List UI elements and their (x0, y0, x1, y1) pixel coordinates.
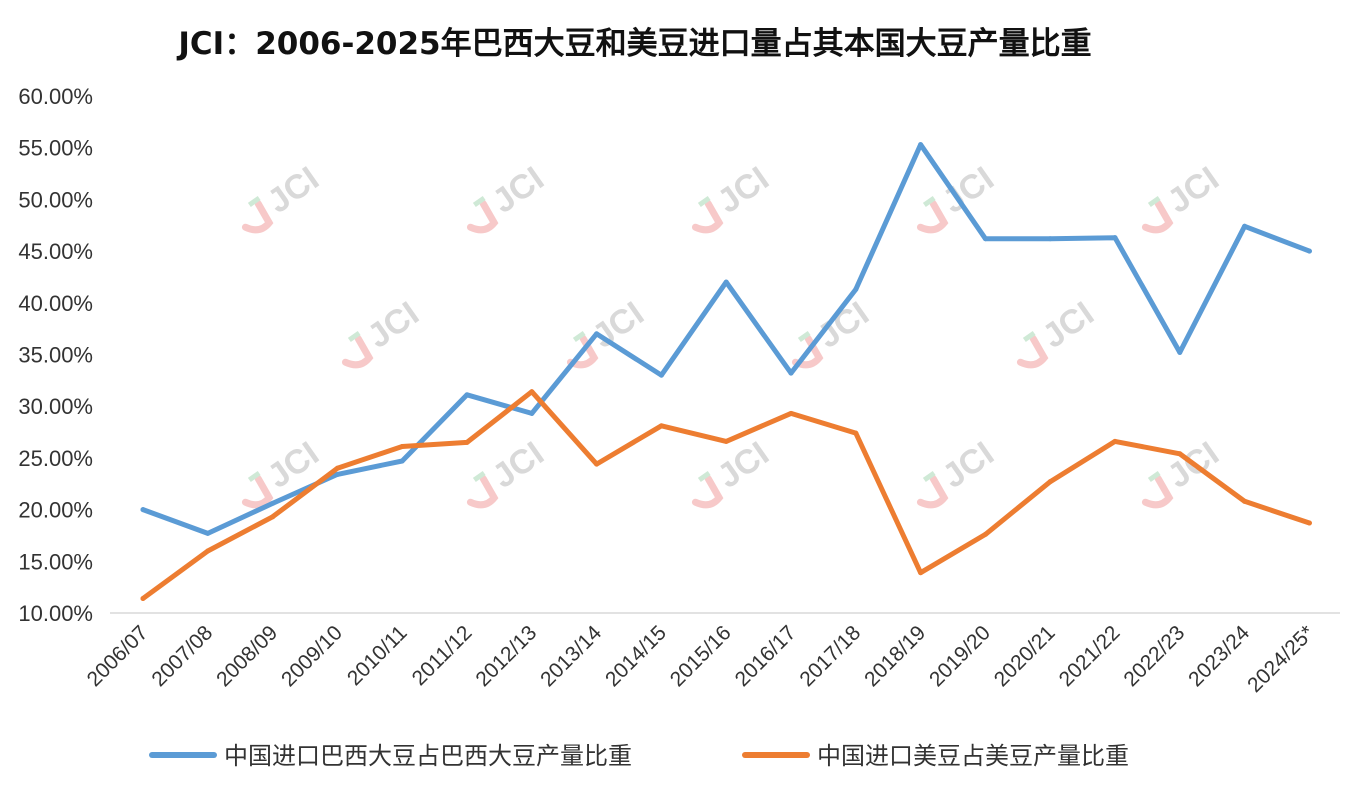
y-tick-label: 35.00% (18, 343, 93, 368)
y-tick-label: 40.00% (18, 291, 93, 316)
series-2-point (1177, 451, 1183, 457)
series-1-point (1112, 235, 1118, 241)
watermark-logo: JCI (241, 434, 326, 509)
x-tick-label: 2024/25* (1243, 621, 1319, 697)
series-2-point (205, 548, 211, 554)
watermark-text: JCI (1161, 159, 1226, 220)
y-tick-label: 20.00% (18, 498, 93, 523)
y-tick-label: 25.00% (18, 446, 93, 471)
series-2-point (464, 439, 470, 445)
watermark-logo: JCI (341, 294, 426, 369)
legend-label-1: 中国进口巴西大豆占巴西大豆产量比重 (224, 742, 632, 770)
x-tick-label: 2017/18 (795, 621, 865, 691)
x-tick-label: 2010/11 (343, 621, 412, 690)
y-tick-label: 30.00% (18, 394, 93, 419)
series-1-point (918, 142, 924, 148)
series-2-point (1306, 520, 1312, 526)
series-1-point (788, 370, 794, 376)
series-2-point (334, 465, 340, 471)
series-2-point (1112, 438, 1118, 444)
series-2-point (918, 570, 924, 576)
y-tick-label: 50.00% (18, 187, 93, 212)
series-1-point (1242, 223, 1248, 229)
series-1-point (594, 331, 600, 337)
series-2-point (723, 438, 729, 444)
series-2-point (594, 461, 600, 467)
x-axis: 2006/072007/082008/092009/102010/112011/… (83, 621, 1319, 697)
series-lines (140, 142, 1312, 602)
series-1-point (205, 530, 211, 536)
series-1-point (334, 471, 340, 477)
series-2-point (982, 531, 988, 537)
x-tick-label: 2022/23 (1119, 621, 1189, 691)
x-tick-label: 2012/13 (471, 621, 541, 691)
series-1-point (1306, 248, 1312, 254)
x-tick-label: 2018/19 (860, 621, 930, 691)
series-1-point (982, 236, 988, 242)
x-tick-label: 2021/22 (1055, 621, 1125, 691)
watermark-text: JCI (1036, 294, 1101, 355)
watermark-logo: JCI (1016, 294, 1101, 369)
series-1-point (529, 410, 535, 416)
watermark-text: JCI (261, 159, 326, 220)
watermark-logo: JCI (916, 159, 1001, 234)
watermark-logo: JCI (241, 159, 326, 234)
watermark-logo: JCI (691, 159, 776, 234)
x-tick-label: 2014/15 (601, 621, 671, 691)
x-tick-label: 2013/14 (536, 621, 606, 691)
y-tick-label: 55.00% (18, 136, 93, 161)
x-tick-label: 2015/16 (666, 621, 736, 691)
watermark-logo: JCI (1141, 159, 1226, 234)
y-tick-label: 10.00% (18, 601, 93, 626)
series-line-2 (140, 389, 1312, 601)
series-1-point (140, 507, 146, 513)
series-1-point (1177, 349, 1183, 355)
chart-title: JCI：2006-2025年巴西大豆和美豆进口量占其本国大豆产量比重 (178, 26, 1092, 62)
series-1-point (723, 279, 729, 285)
x-tick-label: 2011/12 (408, 621, 477, 690)
series-1-point (270, 500, 276, 506)
legend: 中国进口巴西大豆占巴西大豆产量比重 中国进口美豆占美豆产量比重 (149, 742, 1129, 770)
x-tick-label: 2016/17 (731, 621, 801, 691)
series-2-point (140, 596, 146, 602)
series-1-point (658, 372, 664, 378)
watermark-text: JCI (711, 434, 776, 495)
series-2-point (788, 410, 794, 416)
series-2-point (529, 389, 535, 395)
series-2-point (853, 430, 859, 436)
series-2-point (1242, 498, 1248, 504)
watermark-text: JCI (361, 294, 426, 355)
watermark-logo: JCI (466, 434, 551, 509)
watermark-logo: JCI (916, 434, 1001, 509)
series-2-point (270, 514, 276, 520)
series-1-point (399, 458, 405, 464)
series-1-point (1047, 236, 1053, 242)
y-tick-label: 15.00% (18, 549, 93, 574)
y-tick-label: 60.00% (18, 84, 93, 109)
legend-label-2: 中国进口美豆占美豆产量比重 (817, 742, 1129, 770)
series-1-point (464, 392, 470, 398)
watermark-text: JCI (486, 159, 551, 220)
x-tick-label: 2006/07 (83, 621, 153, 691)
x-tick-label: 2019/20 (925, 621, 995, 691)
watermark-text: JCI (486, 434, 551, 495)
series-2-point (658, 423, 664, 429)
watermark-text: JCI (711, 159, 776, 220)
watermark-logo: JCI (691, 434, 776, 509)
series-2-point (399, 444, 405, 450)
x-tick-label: 2009/10 (277, 621, 347, 691)
series-1-point (853, 286, 859, 292)
watermark-text: JCI (936, 434, 1001, 495)
series-2-point (1047, 479, 1053, 485)
y-axis: 10.00% 15.00% 20.00% 25.00% 30.00% 35.00% 40.0… (18, 84, 93, 626)
x-tick-label: 2008/09 (212, 621, 282, 691)
y-tick-label: 45.00% (18, 239, 93, 264)
x-tick-label: 2020/21 (990, 621, 1060, 691)
x-tick-label: 2007/08 (147, 621, 217, 691)
watermark-logo: JCI (466, 159, 551, 234)
